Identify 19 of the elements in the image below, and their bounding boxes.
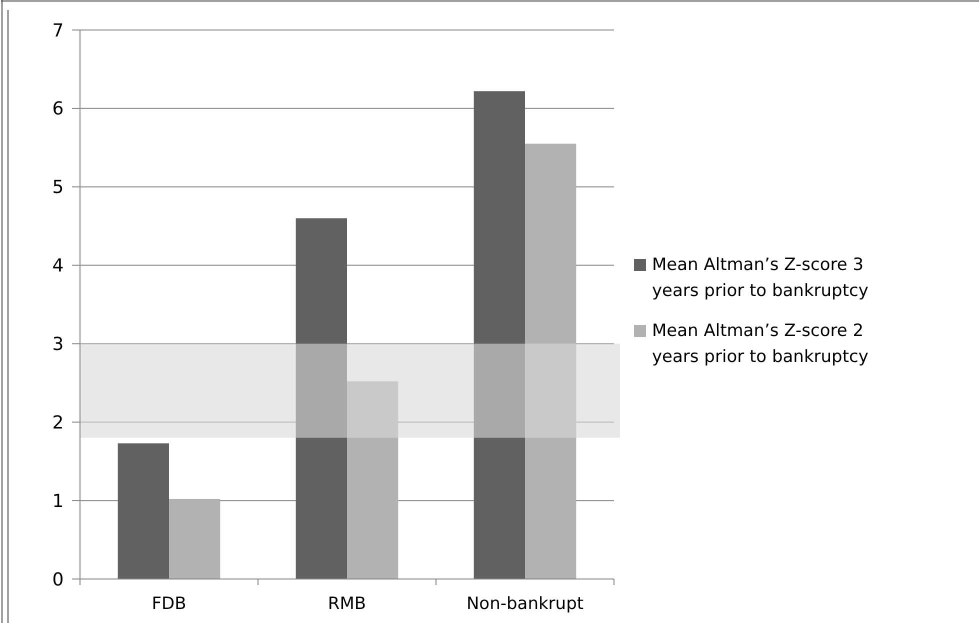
bar — [296, 218, 347, 579]
y-tick-label: 7 — [52, 20, 64, 42]
y-tick-label: 0 — [52, 569, 64, 590]
x-tick-label: FDB — [152, 594, 186, 614]
legend-label: Mean Altman’s Z-score 3 years prior to bankruptcy — [652, 255, 868, 301]
x-tick-label: RMB — [328, 594, 366, 614]
bar — [474, 91, 525, 579]
x-tick-label: Non-bankrupt — [466, 594, 584, 614]
bar — [525, 144, 576, 579]
y-tick-label: 3 — [52, 334, 64, 356]
legend-label: Mean Altman’s Z-score 2 years prior to bankruptcy — [652, 321, 868, 367]
y-tick-label: 1 — [52, 490, 64, 512]
y-tick-label: 2 — [52, 412, 64, 434]
bar — [169, 499, 220, 579]
bar — [347, 381, 398, 579]
y-tick-label: 4 — [52, 256, 64, 277]
y-tick-label: 5 — [52, 177, 64, 198]
y-tick-label: 6 — [52, 98, 64, 120]
bar — [118, 443, 169, 579]
